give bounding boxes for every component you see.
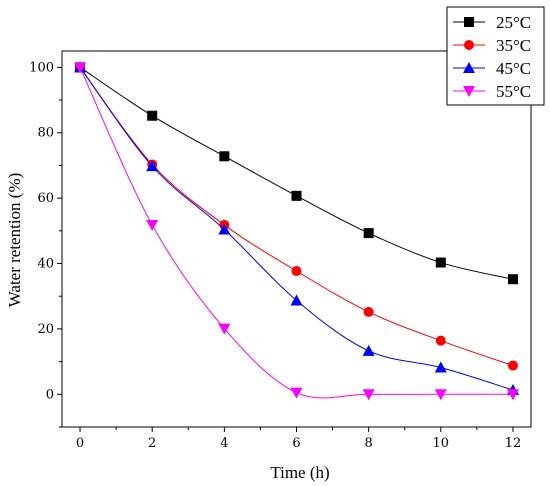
data-point [434,361,447,373]
y-tick-label: 20 [37,322,54,337]
series-line [79,67,514,391]
series-2 [74,61,519,396]
x-tick-label: 4 [220,436,228,451]
data-point [291,266,302,277]
x-tick-label: 6 [292,436,300,451]
x-axis-title: Time (h) [270,463,329,482]
legend-marker [464,17,474,27]
x-tick-label: 8 [365,436,373,451]
data-point [506,389,519,401]
data-point [146,219,159,231]
data-point [507,360,518,371]
data-point [362,389,375,401]
y-tick-label: 60 [37,191,54,206]
series-line [79,67,514,367]
legend-marker [463,62,475,73]
data-point [435,257,446,268]
data-point [218,223,231,235]
legend-label: 35°C [496,36,531,55]
y-tick-label: 100 [29,60,54,75]
y-tick-label: 40 [37,257,54,272]
legend-item: 55°C [453,82,531,101]
data-point [218,323,231,335]
legend-item: 35°C [453,36,531,55]
legend-item: 25°C [453,13,531,32]
data-point [363,306,374,317]
legend-box [446,6,545,106]
x-tick-label: 0 [76,436,84,451]
x-tick-label: 2 [148,436,156,451]
legend-marker [463,86,475,97]
series-layer [74,61,519,401]
legend: 25°C 35°C 45°C 55°C [446,6,545,106]
data-point [363,228,374,239]
legend-item: 45°C [453,59,531,78]
plot-frame [61,50,532,428]
data-point [74,62,87,74]
y-tick-label: 0 [46,387,54,402]
series-3 [74,62,519,401]
data-point [290,387,303,399]
data-point [362,344,375,356]
axis-ticks: 0 2 4 6 8 10 12 0 20 40 60 80 100 [29,60,521,451]
data-point [291,190,302,201]
legend-label: 25°C [496,13,531,32]
series-line [79,67,513,399]
data-point [219,151,230,162]
y-tick-label: 80 [37,126,54,141]
data-point [146,160,159,172]
legend-label: 45°C [496,59,531,78]
data-point [434,389,447,401]
data-point [507,274,518,285]
y-axis-title: Water retention (%) [5,173,24,308]
legend-marker [464,40,474,50]
data-point [147,110,158,121]
x-tick-label: 10 [433,436,450,451]
legend-label: 55°C [496,82,531,101]
x-tick-label: 12 [505,436,522,451]
data-point [290,294,303,306]
data-point [435,335,446,346]
